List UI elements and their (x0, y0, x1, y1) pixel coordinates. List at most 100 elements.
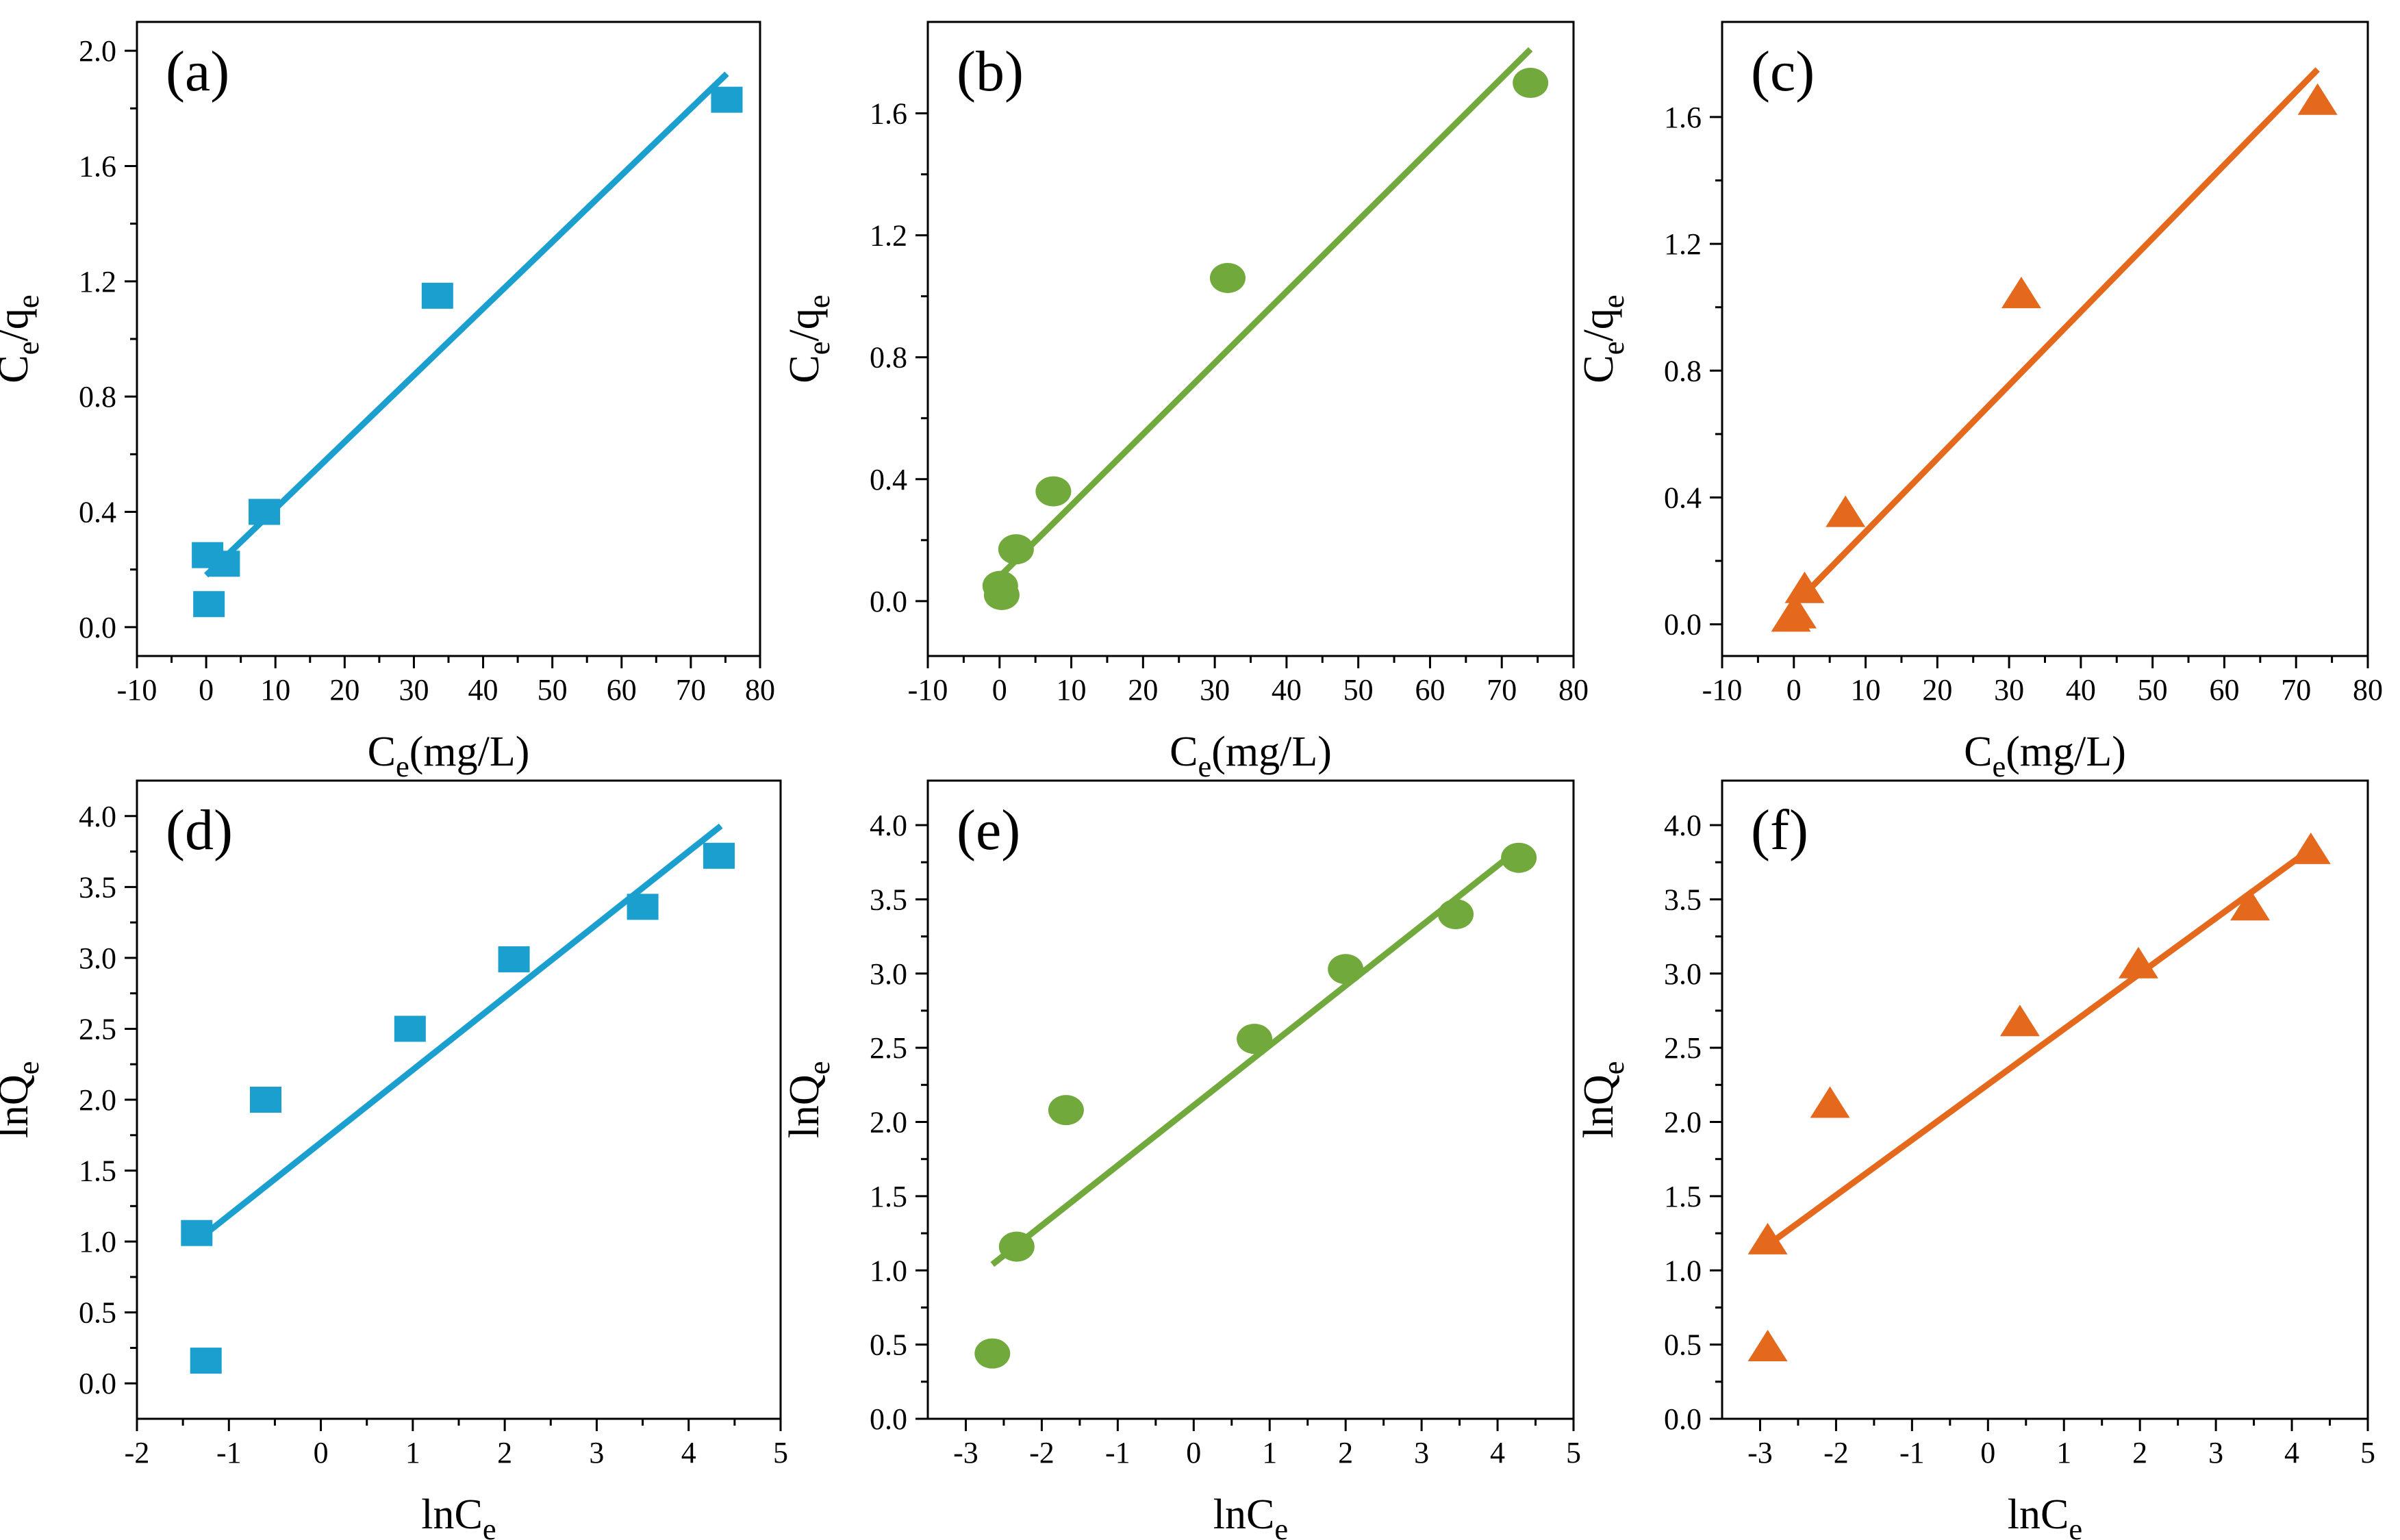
x-tick-label: -2 (1029, 1436, 1054, 1469)
panel-c: -10 0 10 20 30 40 50 60 70 80 0.0 0.4 0.8 1.2 1.6 (c) Ce… (1576, 21, 2383, 783)
data-point (2118, 946, 2158, 979)
y-tick-label: 4.0 (1664, 809, 1702, 842)
data-point (249, 498, 281, 525)
x-tick-label: 0 (199, 673, 214, 707)
y-tick-label: 1.0 (1664, 1254, 1702, 1287)
x-tick-label: 3 (1414, 1436, 1429, 1469)
x-tick-label: 70 (1487, 673, 1517, 707)
x-axis-title-tail: (mg/L) (409, 729, 530, 775)
x-axis-title-tail: (mg/L) (1211, 729, 1332, 775)
x-tick-label: 50 (538, 673, 568, 707)
fit-line (997, 47, 1533, 579)
x-tick-label: 5 (1566, 1436, 1581, 1469)
data-point (998, 1231, 1035, 1262)
y-axis-title-group: Ce/qe (1576, 294, 1630, 383)
plot-frame (136, 779, 782, 1420)
data-point (1513, 68, 1549, 99)
x-tick-label: -1 (1105, 1436, 1130, 1469)
x-tick-label: -10 (908, 673, 948, 707)
y-tick-label: 4.0 (870, 809, 907, 842)
x-tick-label: 60 (2209, 673, 2239, 707)
fit-line (203, 71, 729, 578)
x-tick-label: -3 (1747, 1436, 1773, 1469)
y-tick-label: 2.0 (1664, 1106, 1702, 1139)
panel-label: (f) (1751, 798, 1808, 862)
x-tick-label: 4 (2284, 1436, 2299, 1469)
y-tick-label: 1.2 (1664, 227, 1702, 261)
x-tick-label: -1 (1899, 1436, 1925, 1469)
data-point (1747, 1329, 1788, 1361)
data-point (1328, 954, 1364, 985)
fit-line (990, 846, 1521, 1267)
data-point (1776, 596, 1817, 629)
x-tick-label: 0 (314, 1436, 329, 1469)
y-tick-label: 1.6 (870, 97, 907, 131)
y-axis-title-group: Ce/qe (0, 294, 45, 383)
panel-d: -2 -1 0 1 2 3 4 5 0.0 0.5 1.0 1.5 2.0 2.5 3.0 3.5 4.0 (d)… (0, 779, 788, 1540)
x-tick-label: 0 (1980, 1436, 1995, 1469)
y-axis-title-main: lnQ (1576, 1074, 1622, 1138)
y-axis-title-group: lnQe (781, 1061, 836, 1139)
y-tick-label: 1.0 (79, 1225, 116, 1259)
data-point (1501, 842, 1537, 873)
x-axis-title-main: lnC (2008, 1491, 2069, 1538)
x-tick-label: 10 (1851, 673, 1881, 707)
y-tick-label: 0.8 (1664, 354, 1702, 388)
data-point (2297, 83, 2338, 115)
x-tick-label: 4 (681, 1436, 696, 1469)
data-point (1209, 262, 1246, 293)
x-tick-label: 3 (589, 1436, 604, 1469)
data-point (394, 1015, 426, 1042)
x-tick-label: 4 (1490, 1436, 1505, 1469)
data-point (2230, 889, 2271, 921)
y-tick-label: 3.0 (870, 957, 907, 991)
panel-label: (b) (957, 40, 1024, 103)
data-point (250, 1087, 281, 1113)
y-tick-label: 0.0 (1664, 608, 1702, 642)
data-point (711, 86, 743, 113)
y-tick-label: 3.5 (79, 870, 116, 904)
x-tick-label: 5 (2360, 1436, 2375, 1469)
x-axis-title: lnCe (2008, 1491, 2082, 1540)
x-axis-title: lnCe (421, 1491, 496, 1540)
x-tick-label: 2 (1338, 1436, 1353, 1469)
y-axis-title: Ce/qe (781, 294, 836, 383)
x-axis-title-sub: e (1274, 1512, 1288, 1540)
x-axis-title-main: lnC (1213, 1491, 1275, 1538)
y-tick-label: 2.5 (1664, 1031, 1702, 1065)
data-point (998, 534, 1034, 565)
y-axis-title-sub: e (802, 1061, 836, 1075)
y-tick-label: 2.5 (870, 1031, 907, 1065)
fit-line (199, 823, 723, 1240)
x-tick-label: -2 (1823, 1436, 1849, 1469)
y-axis-title-main: lnQ (781, 1074, 828, 1138)
x-axis-title: lnCe (1213, 1491, 1288, 1540)
x-axis-title: Ce(mg/L) (1170, 729, 1332, 783)
plot-frame (1721, 779, 2369, 1420)
x-tick-label: 60 (1415, 673, 1445, 707)
data-point (1826, 495, 1866, 527)
y-tick-label: 0.0 (79, 611, 116, 644)
x-tick-label: 0 (992, 673, 1007, 707)
y-axis-title: lnQe (0, 1061, 45, 1139)
x-tick-label: 1 (1262, 1436, 1277, 1469)
x-tick-label: 60 (607, 673, 637, 707)
y-tick-label: 2.5 (79, 1012, 116, 1046)
y-axis-title-group: lnQe (0, 1061, 45, 1139)
y-tick-label: 0.4 (870, 463, 907, 496)
y-tick-label: 1.2 (870, 219, 907, 253)
x-tick-label: 40 (1272, 673, 1302, 707)
y-tick-label: 1.5 (870, 1180, 907, 1213)
y-axis-title-sub: e (11, 1061, 45, 1075)
x-tick-label: -3 (953, 1436, 978, 1469)
y-tick-label: 1.6 (79, 149, 116, 183)
panel-e: -3 -2 -1 0 1 2 3 4 5 0.0 0.5 1.0 1.5 2.0 2.5 3.0 3.5 4.0 (… (781, 779, 1581, 1540)
data-point (1784, 571, 1825, 603)
x-tick-label: 80 (1558, 673, 1589, 707)
data-point (1048, 1095, 1084, 1126)
x-axis-title-main: C (1964, 729, 1992, 775)
x-axis-title-sub: e (396, 749, 409, 783)
y-tick-label: 1.2 (79, 265, 116, 299)
data-point (190, 1348, 222, 1374)
data-point (974, 1338, 1011, 1369)
